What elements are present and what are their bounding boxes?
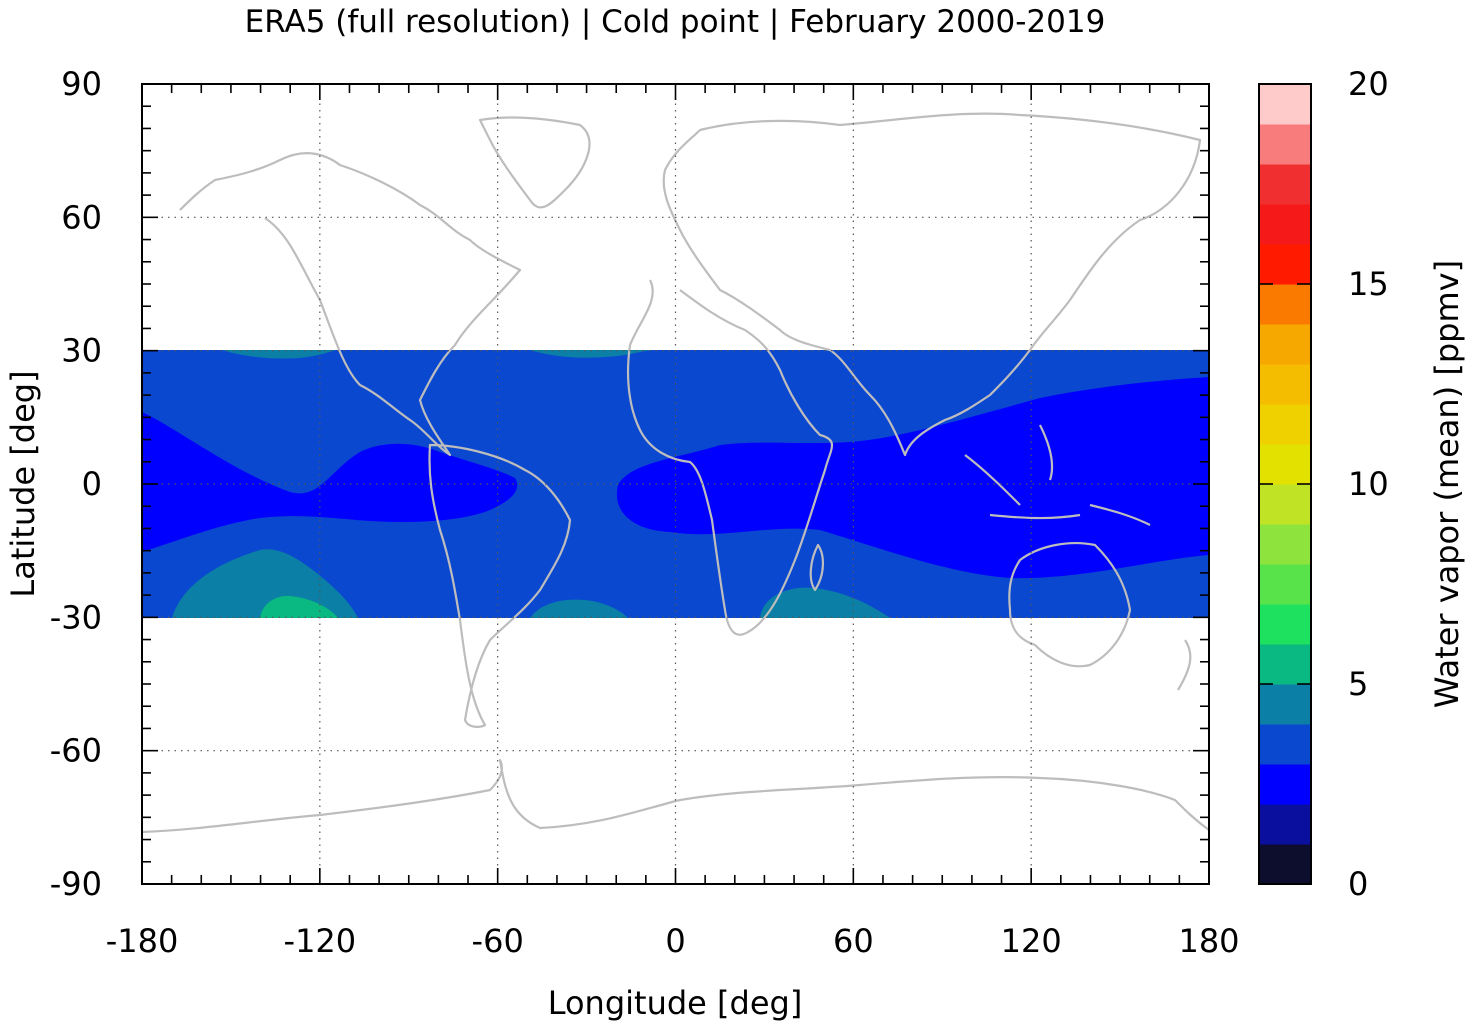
coastline-antarctica (142, 758, 1209, 834)
y-tick-label: -60 (50, 732, 102, 770)
colorbar-segment (1259, 684, 1311, 725)
x-tick-labels: -180 -120 -60 0 60 120 180 (106, 922, 1240, 960)
colorbar-segment (1259, 204, 1311, 245)
colorbar-segment (1259, 404, 1311, 445)
coastline-north-america (179, 151, 522, 457)
coastline-new-zealand (1177, 639, 1192, 691)
colorbar-segment (1259, 804, 1311, 845)
contour-band-south-indian (760, 587, 890, 618)
colorbar-segment (1259, 604, 1311, 645)
y-tick-label: 60 (61, 198, 102, 236)
axis-ticks (141, 83, 1210, 885)
colorbar-tick-label: 0 (1348, 865, 1368, 903)
colorbar-segment (1259, 844, 1311, 885)
coastline-greenland (478, 116, 591, 209)
colorbar-segment (1259, 644, 1311, 685)
colorbar-segment (1259, 84, 1311, 125)
colorbar-tick-labels: 0 5 10 15 20 (1348, 65, 1389, 903)
contour-band-east-pacific (142, 412, 518, 552)
coastline-europe-africa (626, 279, 833, 636)
colorbar-segment (1259, 164, 1311, 205)
x-tick-label: -60 (472, 922, 524, 960)
colorbar-segment (1259, 284, 1311, 325)
colorbar-tick-label: 20 (1348, 65, 1389, 103)
x-tick-label: -180 (106, 922, 179, 960)
x-tick-label: 180 (1178, 922, 1239, 960)
colorbar-tick-label: 5 (1348, 665, 1368, 703)
y-tick-label: -90 (50, 865, 102, 903)
colorbar-segment (1259, 444, 1311, 485)
y-tick-label: -30 (50, 598, 102, 636)
gridlines (142, 84, 1209, 884)
contour-band-north-atlantic-edge (530, 350, 655, 358)
x-tick-label: 0 (665, 922, 685, 960)
x-axis-title: Longitude [deg] (548, 984, 803, 1022)
colorbar-segment (1259, 244, 1311, 285)
colorbar-tick-label: 10 (1348, 465, 1389, 503)
contour-band-south-atlantic (530, 599, 628, 618)
y-tick-labels: -90 -60 -30 0 30 60 90 (50, 65, 102, 903)
colorbar-title: Water vapor (mean) [ppmv] (1428, 260, 1466, 708)
x-tick-label: 60 (833, 922, 874, 960)
contour-band-south-pacific-core (260, 595, 338, 618)
colorbar-segment (1259, 524, 1311, 565)
chart-title: ERA5 (full resolution) | Cold point | Fe… (245, 4, 1106, 40)
contour-band-north-pacific-edge (222, 350, 335, 359)
coastline-maritime-continent (964, 424, 1151, 526)
colorbar-segment (1259, 764, 1311, 805)
y-tick-label: 30 (61, 332, 102, 370)
x-tick-label: 120 (1001, 922, 1062, 960)
colorbar-segment (1259, 484, 1311, 525)
x-tick-label: -120 (284, 922, 357, 960)
colorbar-ticks (1259, 83, 1311, 885)
colorbar (1259, 84, 1311, 885)
colorbar-segment (1259, 124, 1311, 165)
colorbar-segment (1259, 364, 1311, 405)
y-tick-label: 90 (61, 65, 102, 103)
y-tick-label: 0 (82, 465, 102, 503)
coastline-eurasia (662, 112, 1202, 457)
contour-band-indo-pacific (616, 377, 1209, 579)
colorbar-segment (1259, 324, 1311, 365)
coastline-south-america (428, 443, 572, 728)
coastline-madagascar (809, 543, 824, 592)
coastlines (142, 112, 1209, 834)
colorbar-tick-label: 15 (1348, 265, 1389, 303)
coastline-australia (1008, 542, 1132, 668)
y-axis-title: Latitude [deg] (4, 370, 42, 597)
colorbar-segment (1259, 724, 1311, 765)
colorbar-segment (1259, 564, 1311, 605)
